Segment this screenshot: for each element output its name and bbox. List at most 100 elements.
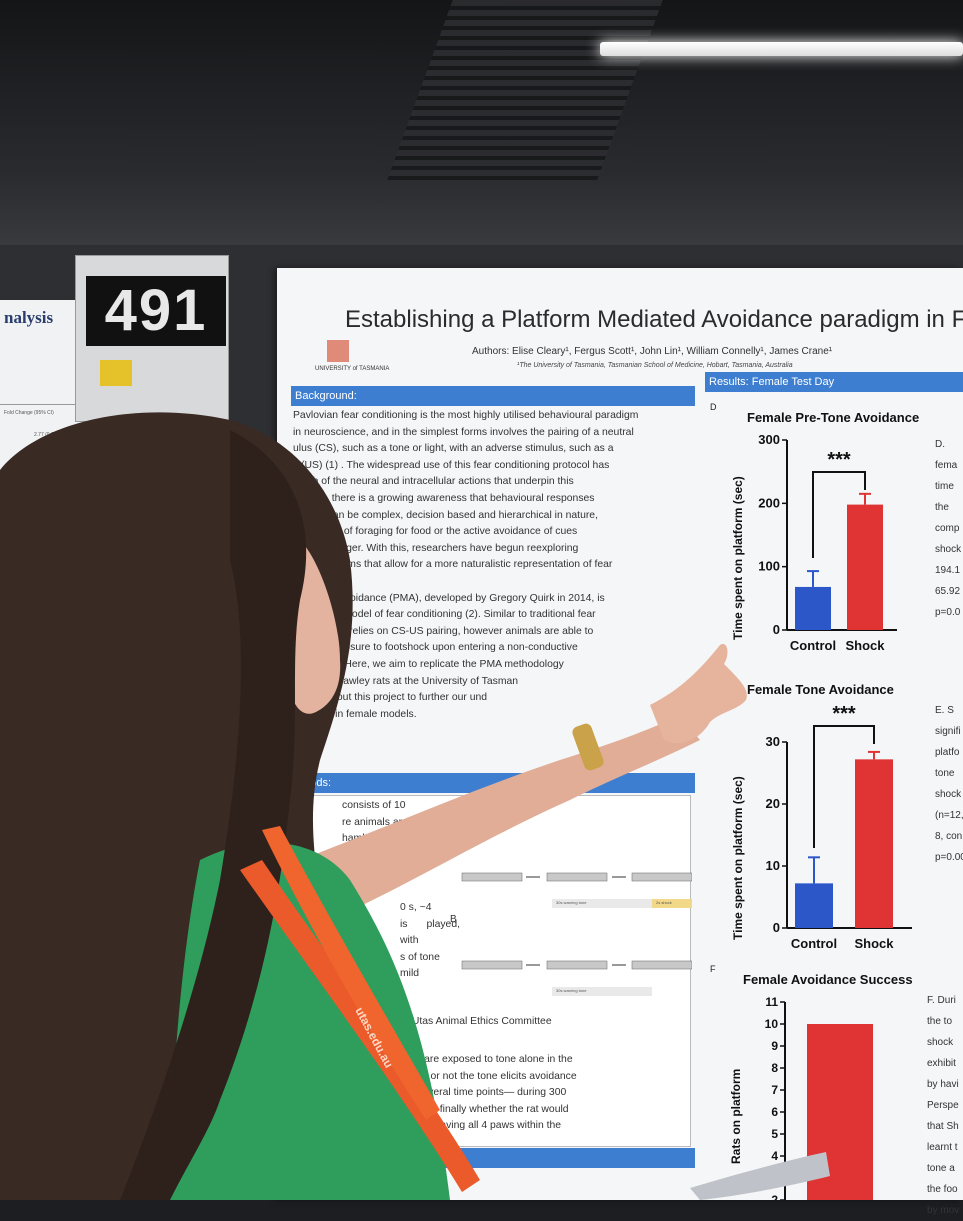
left-poster-rule bbox=[0, 404, 100, 405]
background-line: the halting of foraging for food or the … bbox=[293, 526, 578, 538]
y-tick-label: 8 bbox=[771, 1061, 778, 1075]
y-tick-label: 20 bbox=[766, 796, 780, 811]
methods-2-line: ays, rats are exposed to tone alone in t… bbox=[382, 1054, 573, 1065]
y-tick-label: 30 bbox=[766, 734, 780, 749]
left-poster-title: nalysis bbox=[4, 308, 54, 327]
background-line: x platform. Here, we aim to replicate th… bbox=[293, 658, 564, 670]
methods-2-line: h whether or not the tone elicits avoida… bbox=[382, 1070, 577, 1082]
methods-fragment-line: s of tone bbox=[400, 951, 440, 963]
background-header: Background: bbox=[291, 386, 695, 406]
methods-fragment-text: 0 s, ~4 is played, with s of tone mild bbox=[400, 900, 460, 983]
y-tick-label: 10 bbox=[765, 1017, 779, 1031]
poster-affiliation: ¹The University of Tasmania, Tasmanian S… bbox=[517, 362, 793, 369]
chart-f: 234567891011 bbox=[765, 995, 873, 1200]
chart-d-title: Female Pre-Tone Avoidance bbox=[747, 410, 920, 425]
chart-f-title: Female Avoidance Success bbox=[743, 972, 913, 987]
presenter-hand bbox=[650, 644, 747, 744]
diagram-panel-b: B bbox=[450, 914, 457, 925]
left-poster-table-header: Fold Change (95% CI) bbox=[4, 410, 54, 416]
chart-f-caption-line: tone a bbox=[927, 1163, 955, 1174]
presenter-hair-front bbox=[120, 430, 307, 1200]
chart-d-caption-line: comp bbox=[935, 523, 960, 534]
chart-f-caption-line: exhibit bbox=[927, 1058, 956, 1069]
diagram-label-warning-2: 30s warning tone bbox=[556, 988, 587, 993]
university-crest-icon bbox=[327, 340, 349, 362]
methods-2-line: of tone, and finally whether the rat wou… bbox=[382, 1103, 569, 1115]
methods-2-line: otshock by having all 4 paws within the bbox=[382, 1120, 562, 1132]
bar-control bbox=[795, 586, 831, 630]
significance-stars: *** bbox=[827, 449, 851, 471]
panel-d-label: D bbox=[710, 402, 717, 412]
chart-e-caption-line: platfo bbox=[935, 747, 960, 758]
chart-d-caption-line: D. bbox=[935, 439, 945, 450]
y-tick-label: 4 bbox=[771, 1149, 778, 1163]
poster-number-badge: 491 bbox=[75, 255, 229, 422]
background-line: threats can be complex, decision based a… bbox=[293, 509, 598, 521]
background-line: much of the neural and intracellular act… bbox=[293, 476, 574, 488]
research-poster: Establishing a Platform Mediated Avoidan… bbox=[277, 268, 963, 1216]
significance-stars: *** bbox=[832, 703, 856, 725]
x-tick-label: Shock bbox=[845, 638, 885, 653]
y-tick-label: 9 bbox=[771, 1039, 778, 1053]
ethics-statement: d by the Utas Animal Ethics Committee bbox=[372, 1016, 552, 1027]
panel-f-label: F bbox=[710, 964, 716, 974]
methods-line: consists of 10 bbox=[342, 800, 406, 811]
significance-bracket bbox=[812, 471, 866, 558]
bar-control bbox=[795, 883, 833, 928]
chart-f-caption-line: by mov bbox=[927, 1205, 960, 1216]
background-line: owever, there is a growing awareness tha… bbox=[293, 492, 595, 504]
chart-e: 0 10 20 30 Control Shock *** bbox=[766, 703, 912, 951]
chart-e-title: Female Tone Avoidance bbox=[747, 682, 894, 697]
chart-e-caption-line: (n=12, bbox=[935, 810, 963, 821]
methods-diagram bbox=[461, 872, 692, 996]
background-line: Mediated Avoidance (PMA), developed by G… bbox=[293, 592, 605, 604]
background-line: Sprague-Dawley rats at the University of… bbox=[293, 675, 519, 687]
x-tick-label: Control bbox=[791, 936, 837, 951]
chart-e-caption: E. S signifi platfo tone shock (n=12, 8, con p=… bbox=[935, 700, 963, 868]
poster-number: 491 bbox=[86, 276, 226, 346]
lanyard-strap bbox=[262, 826, 440, 1120]
badge-logo bbox=[100, 360, 132, 386]
chart-d-caption-line: p=0.0 bbox=[935, 607, 961, 618]
watch-icon bbox=[572, 723, 604, 771]
chart-f-caption-line: that Sh bbox=[927, 1121, 959, 1132]
y-tick-label: 7 bbox=[771, 1083, 778, 1097]
university-logo-text: UNIVERSITY of TASMANIA bbox=[315, 366, 390, 372]
y-tick-label: 5 bbox=[771, 1127, 778, 1141]
chart-f-caption-line: Perspe bbox=[927, 1100, 959, 1111]
diagram-label-shock: 2s shock bbox=[656, 900, 672, 905]
y-tick-label: 0 bbox=[773, 622, 780, 637]
background-line: Pavlovian fear conditioning is the most … bbox=[293, 410, 639, 421]
y-tick-label: 6 bbox=[771, 1105, 778, 1119]
background-line: ecifically in female models. bbox=[293, 708, 417, 720]
methods-fragment-line: is played, with bbox=[400, 918, 460, 947]
x-tick-label: Shock bbox=[854, 936, 894, 951]
background-line: nce paradigms that allow for a more natu… bbox=[293, 559, 613, 571]
methods-2-line: ured at several time points— during 300 bbox=[382, 1087, 567, 1099]
chart-f-caption-line: F. Duri bbox=[927, 995, 956, 1006]
presenter-arm bbox=[300, 715, 700, 920]
methods-fragment-line: 0 s, ~4 bbox=[400, 902, 432, 913]
poster-title: Establishing a Platform Mediated Avoidan… bbox=[345, 306, 963, 333]
chart-d-caption-line: 194.1 bbox=[935, 565, 961, 576]
background-line: ulus (CS), such as a tone or light, with… bbox=[293, 443, 614, 455]
chart-e-caption-line: tone bbox=[935, 768, 955, 779]
background-line: avoidance model of fear conditioning (2)… bbox=[293, 609, 596, 621]
background-line: ed with danger. With this, researchers h… bbox=[293, 542, 579, 554]
y-tick-label: 100 bbox=[758, 559, 780, 574]
y-tick-label: 200 bbox=[758, 495, 780, 510]
chart-d-caption: D. fema time the comp shock 194.1 65.92 p=0.0 bbox=[935, 434, 961, 623]
chart-e-caption-line: shock bbox=[935, 789, 962, 800]
university-logo: UNIVERSITY of TASMANIA bbox=[315, 340, 389, 380]
y-tick-label: 300 bbox=[758, 432, 780, 447]
chart-e-caption-line: signifi bbox=[935, 726, 961, 737]
chart-d: 0 100 200 300 Control Shock *** bbox=[758, 432, 897, 653]
diagram-label-warning-1: 30s warning tone bbox=[556, 900, 587, 905]
background-line: k (US) (1) . The widespread use of this … bbox=[293, 459, 610, 471]
x-tick-label: Control bbox=[790, 638, 836, 653]
methods-text-2: ays, rats are exposed to tone alone in t… bbox=[382, 1052, 688, 1135]
handout-papers bbox=[690, 1152, 830, 1200]
chart-f-caption-line: learnt t bbox=[927, 1142, 958, 1153]
chart-d-caption-line: time bbox=[935, 481, 954, 492]
